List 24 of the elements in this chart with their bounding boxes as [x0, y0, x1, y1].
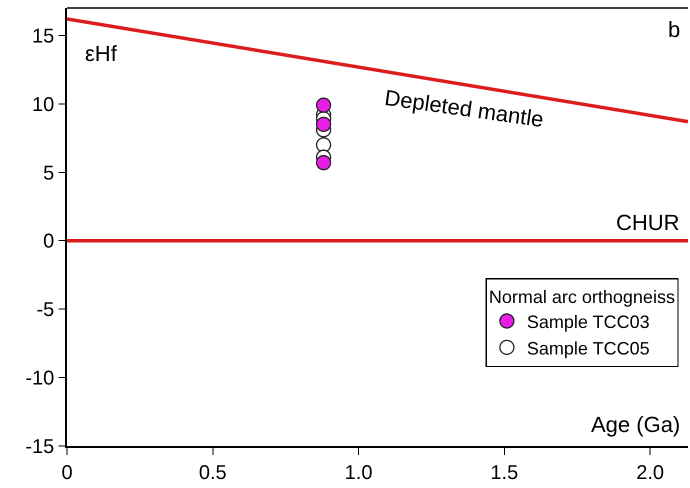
- y-tick-label: 5: [43, 162, 54, 184]
- point: [316, 98, 332, 113]
- y-tick-label: -10: [25, 368, 54, 390]
- x-tick-label: 0.5: [198, 462, 227, 484]
- point: [316, 137, 332, 153]
- annotation: b: [668, 17, 680, 42]
- ref-line-label: CHUR: [616, 210, 680, 235]
- y-tick-label: 15: [32, 25, 54, 48]
- x-tick-label: 0: [61, 462, 73, 484]
- x-axis-title: Age (Ga): [591, 412, 680, 437]
- y-tick-label: -5: [36, 299, 54, 322]
- point: [316, 116, 332, 132]
- x-tick-label: 2.0: [636, 462, 664, 484]
- y-tick-label: -15: [25, 436, 54, 458]
- legend-label: Sample TCC05: [526, 338, 650, 358]
- legend-label: Sample TCC03: [526, 312, 650, 332]
- text: Depleted mantle: [383, 84, 546, 132]
- y-tick-label: 10: [32, 94, 54, 116]
- legend-title: Normal arc orthogneiss: [488, 286, 675, 307]
- x-tick-label: 1.0: [344, 462, 372, 484]
- x-tick-label: 1.5: [490, 462, 518, 484]
- point: [316, 155, 332, 170]
- y-axis-title: εHf: [85, 41, 118, 66]
- y-tick-label: 0: [43, 230, 54, 253]
